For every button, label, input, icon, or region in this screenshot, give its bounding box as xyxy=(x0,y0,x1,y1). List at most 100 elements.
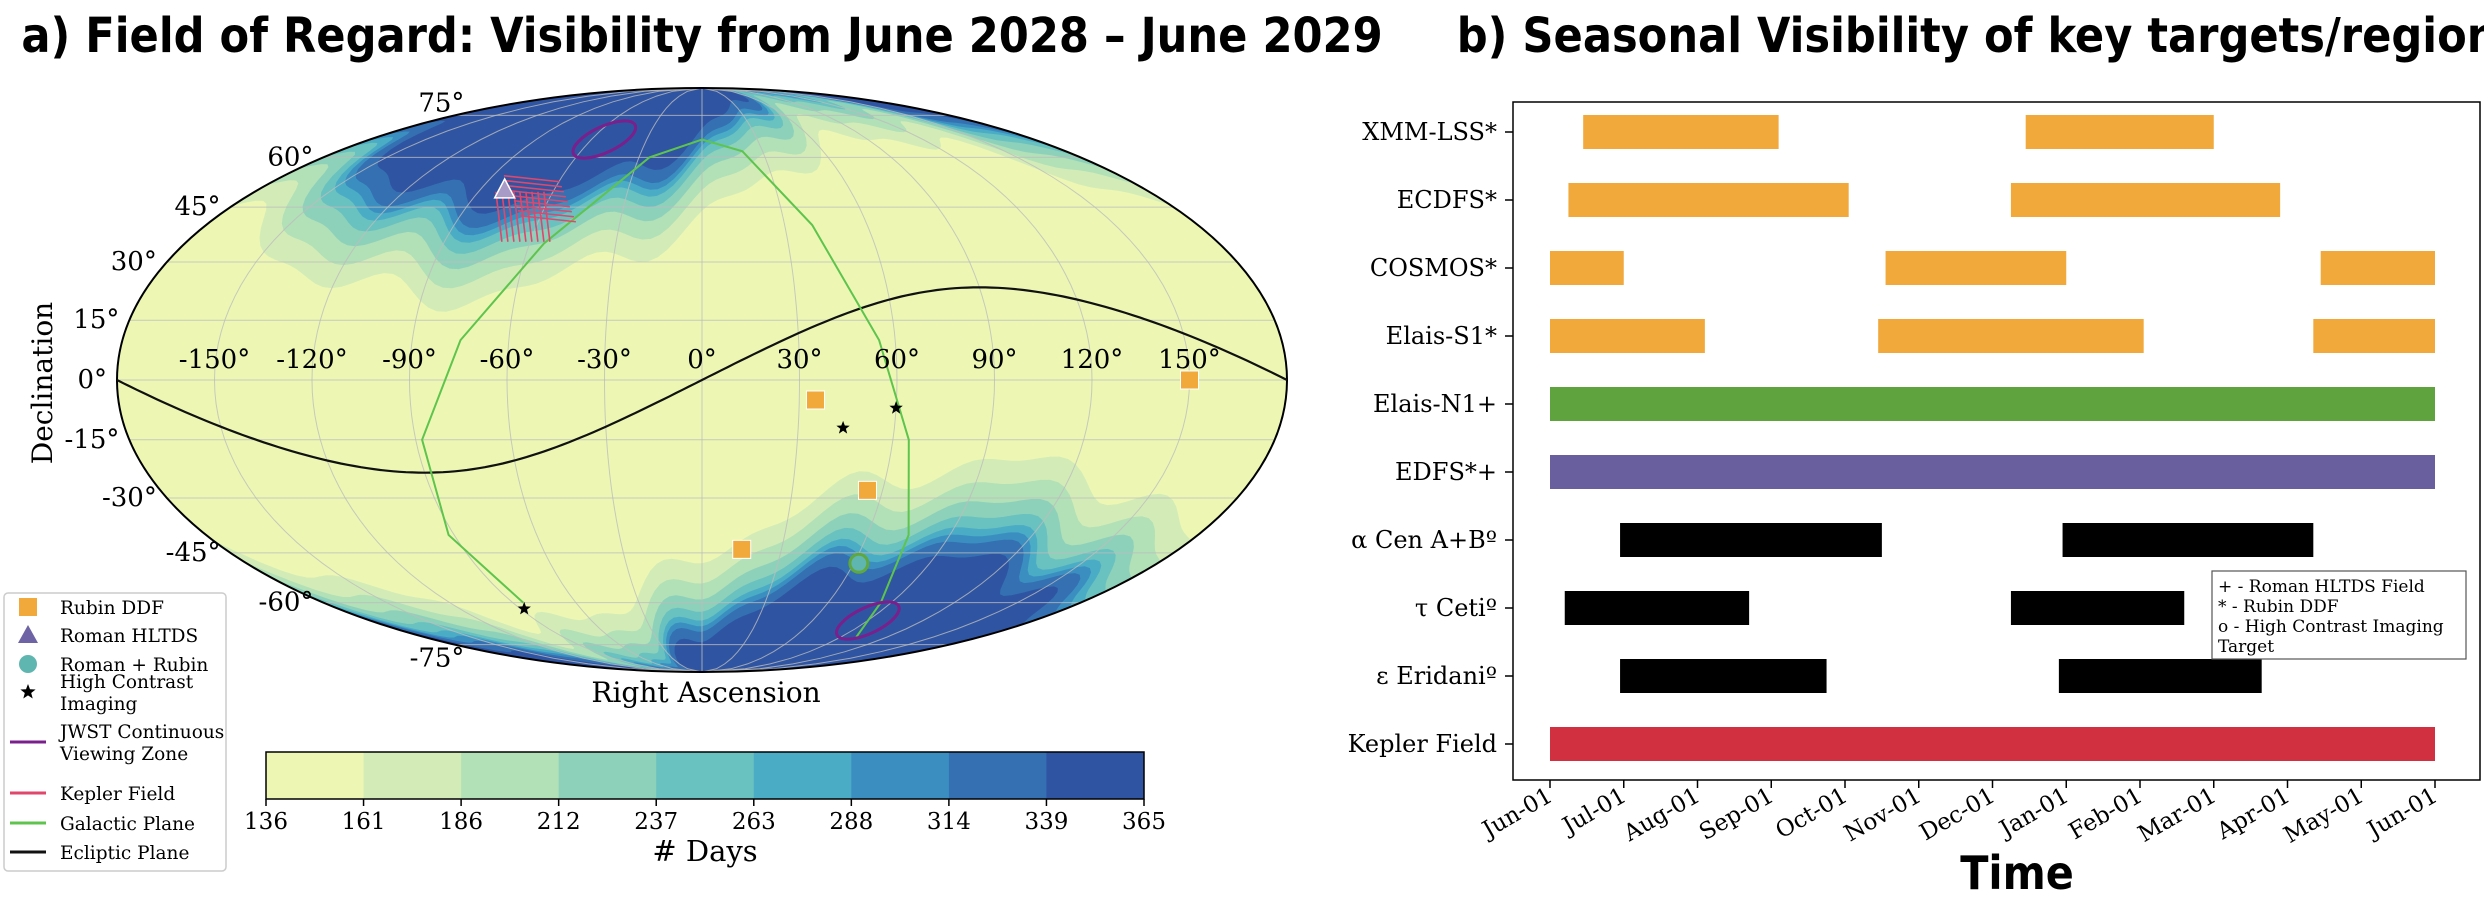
timeline-bar xyxy=(1564,591,1750,625)
legend-frame xyxy=(3,592,227,872)
colorbar-segment xyxy=(461,752,560,799)
dec-tick-label: 45° xyxy=(174,192,220,222)
colorbar-frame xyxy=(265,751,1145,800)
ra-tick-label: -30° xyxy=(577,345,632,375)
timeline-y-tick-label: Elais-S1* xyxy=(1386,322,1497,350)
timeline-x-tick-label: Nov-01 xyxy=(1840,783,1926,848)
ra-tick-label: -60° xyxy=(480,345,535,375)
legend-label: Roman HLTDS xyxy=(60,626,198,647)
colorbar-segment xyxy=(266,752,365,799)
colorbar-tick-label: 288 xyxy=(829,809,873,835)
timeline-bar xyxy=(1550,727,2435,761)
timeline-bar xyxy=(2320,251,2435,285)
legend-roman-rubin-swatch xyxy=(19,655,37,673)
timeline-y-tick-label: COSMOS* xyxy=(1370,254,1497,282)
dec-tick-label: 75° xyxy=(418,88,464,118)
colorbar-segment xyxy=(753,752,852,799)
roman-hltds-marker xyxy=(493,177,516,199)
timeline-bar xyxy=(1878,319,2144,353)
legend-label: High Contrast xyxy=(60,672,194,693)
legend-item: Roman HLTDS xyxy=(18,625,198,647)
timeline-bar xyxy=(1550,319,1705,353)
jwst-cvz-ellipse xyxy=(835,600,901,641)
timeline-y-tick-label: EDFS*+ xyxy=(1395,458,1497,486)
legend-item: Rubin DDF xyxy=(19,598,164,619)
colorbar-segment xyxy=(558,752,657,799)
timeline-bar xyxy=(2010,183,2281,217)
timeline-bar xyxy=(1620,523,1882,557)
rubin-ddf-marker xyxy=(857,480,877,500)
timeline-y-tick-label: ECDFS* xyxy=(1397,186,1497,214)
timeline-bar xyxy=(2010,591,2185,625)
timeline-x-tick-label: Jul-01 xyxy=(1557,783,1631,841)
dec-tick-label: 30° xyxy=(111,247,157,277)
timeline-x-tick-label: Aug-01 xyxy=(1619,783,1705,848)
legend-note-frame xyxy=(2211,570,2467,660)
ra-tick-label: 90° xyxy=(971,345,1017,375)
high-contrast-star-marker xyxy=(836,420,850,434)
timeline-x-tick-label: Dec-01 xyxy=(1915,783,1999,847)
high-contrast-star-marker xyxy=(889,401,903,414)
timeline-bars xyxy=(1550,115,2435,761)
galactic-plane-line xyxy=(421,138,910,638)
colorbar-segment xyxy=(851,752,950,799)
timeline-bar xyxy=(2313,319,2435,353)
legend-label: Galactic Plane xyxy=(60,814,195,835)
timeline-x-tick-label: Oct-01 xyxy=(1771,783,1852,845)
timeline-y-tick-label: Elais-N1+ xyxy=(1373,390,1497,418)
colorbar-segment xyxy=(948,752,1047,799)
dec-tick-label: 0° xyxy=(77,365,107,395)
colorbar-tick-label: 339 xyxy=(1024,809,1068,835)
dec-tick-label: -45° xyxy=(166,538,221,568)
legend-item: Kepler Field xyxy=(10,784,175,805)
jwst-cvz-ellipse xyxy=(571,119,638,160)
timeline-x-tick-label: Sep-01 xyxy=(1695,783,1778,846)
dec-tick-label: 60° xyxy=(267,142,313,172)
legend-item: Ecliptic Plane xyxy=(10,843,189,864)
timeline-x-tick-label: May-01 xyxy=(2280,783,2369,849)
legend-high-contrast-swatch xyxy=(20,684,36,699)
timeline-y-tick-label: XMM-LSS* xyxy=(1362,118,1497,146)
legend-rubin-swatch xyxy=(19,598,37,616)
timeline-bar xyxy=(1583,115,1779,149)
panel-b-title: b) Seasonal Visibility of key targets/re… xyxy=(1457,8,2484,64)
colorbar-segment xyxy=(1046,752,1145,799)
timeline-x-tick-labels: Jun-01 Jul-01Aug-01Sep-01Oct-01Nov-01Dec-… xyxy=(1477,780,2442,849)
timeline-plot-frame xyxy=(1512,101,2481,781)
ra-tick-label: 60° xyxy=(874,345,920,375)
timeline-x-tick-label: Apr-01 xyxy=(2212,783,2295,846)
kepler-field-marker xyxy=(495,174,576,242)
timeline-bar xyxy=(1550,455,2435,489)
ra-tick-label: 150° xyxy=(1158,345,1221,375)
ra-tick-label: -90° xyxy=(382,345,437,375)
legend-label: Viewing Zone xyxy=(59,744,188,765)
colorbar-segment xyxy=(656,752,755,799)
timeline-bar xyxy=(2058,659,2262,693)
ra-tick-labels: -150° -120° -90° -60° -30° 0° 30° 60° 90° 120° 150… xyxy=(179,345,1221,375)
sky-planes xyxy=(116,138,1288,638)
ra-tick-label: 0° xyxy=(687,345,717,375)
dec-tick-labels: 75° 60° 45° 30° 15° 0° -15° -30° -45° -60° -75° xyxy=(65,88,465,673)
colorbar-tick-label: 365 xyxy=(1122,809,1166,835)
timeline-bar xyxy=(2025,115,2214,149)
timeline-y-tick-label: ε Eridaniº xyxy=(1376,662,1497,690)
dec-tick-label: -30° xyxy=(102,483,157,513)
x-axis-label-ra: Right Ascension xyxy=(591,676,820,709)
colorbar-tick-label: 237 xyxy=(634,809,678,835)
rubin-ddf-marker xyxy=(1180,370,1199,390)
colorbar-tick-label: 136 xyxy=(244,809,288,835)
roman-rubin-marker xyxy=(848,552,870,574)
colorbar-label: # Days xyxy=(652,834,757,868)
dec-tick-label: -60° xyxy=(259,588,314,618)
timeline-y-tick-label: Kepler Field xyxy=(1348,730,1497,758)
dec-tick-label: -15° xyxy=(65,425,120,455)
legend-note-line: + - Roman HLTDS Field xyxy=(2218,577,2425,597)
colorbar-ticks: 136 161 186 212 237 263 288 314 339 365 xyxy=(244,799,1166,835)
sky-markers xyxy=(493,119,1199,641)
timeline-x-axis-label: Time xyxy=(1960,846,2074,900)
ra-tick-label: 30° xyxy=(776,345,822,375)
